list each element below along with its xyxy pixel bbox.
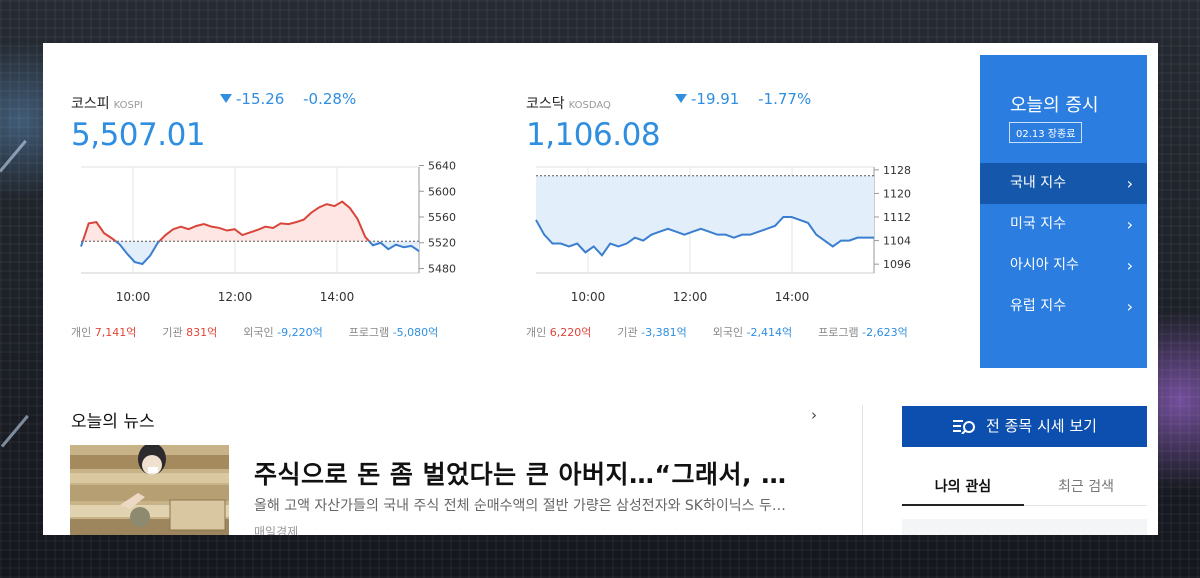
y-tick-label: 5600 — [428, 185, 456, 198]
x-tick-label: 12:00 — [218, 290, 253, 301]
kospi-value: 5,507.01 — [71, 117, 206, 153]
kospi-change-pct: -0.28% — [303, 90, 357, 108]
news-source: 매일경제 — [254, 525, 299, 535]
y-tick-label: 1120 — [883, 187, 911, 200]
y-tick-label: 5520 — [428, 237, 456, 250]
kosdaq-chart: 1128 1120 1112 1104 1096 10:00 12:00 14:00 — [535, 164, 911, 301]
tab-label: 나의 관심 — [934, 479, 992, 495]
flow-value: -3,381억 — [641, 326, 687, 339]
area-down — [81, 241, 419, 264]
market-status-badge: 02.13 장종료 — [1009, 122, 1083, 143]
triangle-down-icon — [220, 94, 232, 103]
kosdaq-change-value: -19.91 — [691, 90, 740, 108]
flow-label: 외국인 — [712, 326, 747, 339]
y-tick-label: 5640 — [428, 161, 456, 173]
flow-value: -5,080억 — [392, 326, 439, 339]
tab-recent-search[interactable]: 최근 검색 — [1025, 476, 1147, 496]
kosdaq-change: -19.91 -1.77% — [675, 90, 811, 108]
kosdaq-summary[interactable]: 코스닥 KOSDAQ 1,106.08 — [526, 93, 661, 153]
market-item-asia[interactable]: 아시아 지수 › — [980, 245, 1147, 286]
tab-my-interest[interactable]: 나의 관심 — [902, 476, 1024, 496]
flow-value: 7,141억 — [94, 326, 137, 339]
y-tick-label: 5480 — [428, 262, 456, 275]
y-tick-label: 1128 — [883, 164, 911, 177]
news-section-title: 오늘의 뉴스 — [71, 412, 155, 432]
tab-label: 최근 검색 — [1058, 479, 1114, 495]
chevron-right-icon: › — [1126, 256, 1133, 275]
stock-panel: 코스피 KOSPI 5,507.01 -15.26 -0.28% 5640 5600… — [43, 43, 1158, 535]
x-tick-label: 10:00 — [116, 290, 151, 301]
flow-value: 831억 — [186, 326, 218, 339]
flow-value: -2,623억 — [862, 326, 908, 339]
market-item-domestic[interactable]: 국내 지수 › — [980, 163, 1147, 204]
kospi-title: 코스피 KOSPI — [71, 93, 205, 113]
area-up — [82, 201, 370, 242]
flow-label: 개인 — [71, 326, 95, 339]
x-tick-label: 10:00 — [571, 290, 606, 301]
news-headline[interactable]: 주식으로 돈 좀 벌었다는 큰 아버지…“그래서, … — [254, 460, 787, 489]
kosdaq-value: 1,106.08 — [526, 117, 661, 153]
y-tick-label: 1096 — [883, 258, 911, 271]
watch-tabs: 나의 관심 최근 검색 — [902, 471, 1147, 506]
chevron-right-icon: › — [1126, 174, 1133, 193]
x-tick-label: 12:00 — [673, 290, 708, 301]
price-line-down — [80, 241, 420, 266]
chevron-right-icon[interactable]: › — [811, 406, 817, 424]
price-line-up — [81, 200, 371, 242]
chevron-right-icon: › — [1126, 297, 1133, 316]
flow-label: 개인 — [526, 326, 550, 339]
market-item-label: 미국 지수 — [1010, 216, 1066, 232]
flow-label: 프로그램 — [818, 326, 863, 339]
flow-value: 6,220억 — [549, 326, 592, 339]
watchlist-area — [902, 519, 1147, 535]
news-summary[interactable]: 올해 고액 자산가들의 국내 주식 전체 순매수액의 절반 가량은 삼성전자와 … — [254, 498, 786, 514]
triangle-down-icon — [675, 94, 687, 103]
y-tick-label: 1112 — [883, 211, 911, 224]
list-search-icon — [953, 420, 976, 435]
kospi-chart: 5640 5600 5560 5520 5480 10:00 12:00 14:00 — [80, 161, 456, 301]
area-down — [536, 175, 874, 256]
market-item-label: 국내 지수 — [1010, 175, 1066, 191]
flow-label: 기관 — [162, 326, 187, 339]
kospi-change-value: -15.26 — [236, 90, 285, 108]
x-tick-label: 14:00 — [320, 290, 355, 301]
x-tick-label: 14:00 — [775, 290, 810, 301]
kosdaq-name-en: KOSDAQ — [568, 100, 611, 111]
all-stocks-button-label: 전 종목 시세 보기 — [986, 417, 1097, 435]
y-tick-label: 1104 — [883, 235, 911, 248]
kospi-investor-flows: 개인 7,141억 기관 831억 외국인 -9,220억 프로그램 -5,080억 — [71, 324, 464, 340]
column-divider — [862, 405, 863, 535]
market-item-label: 아시아 지수 — [1010, 257, 1079, 273]
chevron-right-icon: › — [1126, 215, 1133, 234]
market-title: 오늘의 증시 — [1010, 95, 1099, 116]
kosdaq-name: 코스닥 — [526, 96, 565, 112]
kospi-summary[interactable]: 코스피 KOSPI 5,507.01 — [71, 93, 206, 153]
news-thumbnail-image — [70, 445, 229, 535]
market-item-label: 유럽 지수 — [1010, 298, 1066, 314]
market-item-europe[interactable]: 유럽 지수 › — [980, 286, 1147, 327]
news-thumbnail[interactable] — [70, 445, 229, 535]
market-item-us[interactable]: 미국 지수 › — [980, 204, 1147, 245]
flow-label: 프로그램 — [348, 326, 393, 339]
kospi-change: -15.26 -0.28% — [220, 90, 356, 108]
kospi-name-en: KOSPI — [113, 100, 143, 111]
y-tick-label: 5560 — [428, 211, 456, 224]
flow-value: -9,220억 — [277, 326, 323, 339]
all-stocks-button[interactable]: 전 종목 시세 보기 — [902, 406, 1147, 447]
kospi-name: 코스피 — [71, 96, 110, 112]
flow-value: -2,414억 — [746, 326, 793, 339]
flow-label: 기관 — [617, 326, 642, 339]
flow-label: 외국인 — [243, 326, 278, 339]
kosdaq-change-pct: -1.77% — [758, 90, 812, 108]
price-line-down — [535, 216, 874, 257]
market-today-box: 오늘의 증시 02.13 장종료 국내 지수 › 미국 지수 › 아시아 지수 … — [980, 55, 1147, 368]
active-tab-underline — [902, 504, 1024, 506]
kosdaq-investor-flows: 개인 6,220억 기관 -3,381억 외국인 -2,414억 프로그램 -2,62… — [526, 324, 934, 340]
kosdaq-title: 코스닥 KOSDAQ — [526, 93, 660, 113]
